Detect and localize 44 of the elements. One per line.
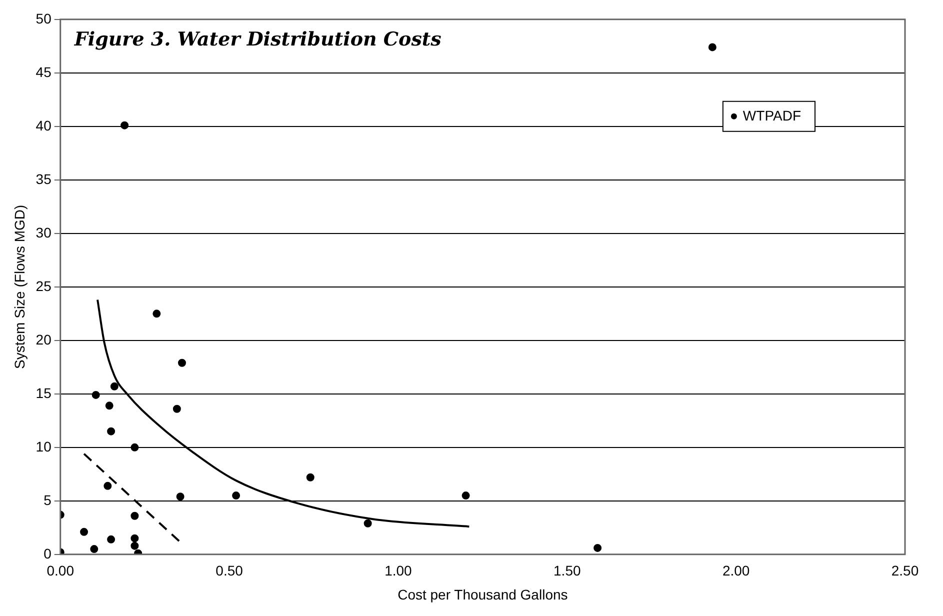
point	[130, 534, 139, 542]
y-tick-label: 45	[36, 64, 52, 80]
point	[172, 404, 181, 413]
point	[92, 390, 100, 399]
y-tick-label: 0	[44, 545, 52, 562]
point	[594, 544, 602, 552]
y-tick-label: 20	[36, 331, 52, 348]
point	[90, 545, 98, 554]
point	[306, 473, 314, 482]
y-tick-label: 30	[36, 224, 52, 240]
x-tick-label: 1.50	[554, 562, 581, 579]
y-tick-label: 40	[36, 117, 52, 134]
y-tick-label: 50	[36, 10, 52, 26]
point	[107, 535, 116, 544]
point	[105, 402, 114, 410]
y-tick-label: 35	[36, 170, 52, 187]
x-tick-label: 2.00	[722, 562, 750, 579]
point	[364, 519, 372, 528]
point	[232, 492, 240, 500]
x-tick-label: 0.00	[46, 562, 74, 579]
y-tick-label: 25	[36, 278, 52, 294]
y-tick-label: 10	[36, 438, 52, 454]
point	[130, 512, 139, 520]
x-tick-label: 2.50	[891, 562, 919, 579]
point	[176, 492, 184, 501]
point	[104, 482, 112, 490]
point	[107, 427, 116, 436]
point	[708, 43, 716, 52]
point	[130, 443, 139, 452]
y-tick-label: 15	[36, 384, 52, 401]
y-axis-title: System Size (Flows MGD)	[11, 204, 28, 369]
text: Figure 3. Water Distribution Costs	[73, 28, 442, 50]
point	[120, 121, 129, 130]
point	[80, 528, 88, 536]
y-tick-label: 5	[44, 492, 52, 508]
x-tick-label: 1.00	[384, 562, 412, 579]
point	[178, 358, 186, 367]
point	[462, 492, 470, 500]
point	[152, 310, 161, 318]
point	[130, 542, 139, 550]
legend-label: WTPADF	[742, 107, 802, 124]
point	[110, 382, 118, 390]
x-axis-title: Cost per Thousand Gallons	[398, 586, 568, 602]
x-tick-label: 0.50	[216, 562, 244, 579]
